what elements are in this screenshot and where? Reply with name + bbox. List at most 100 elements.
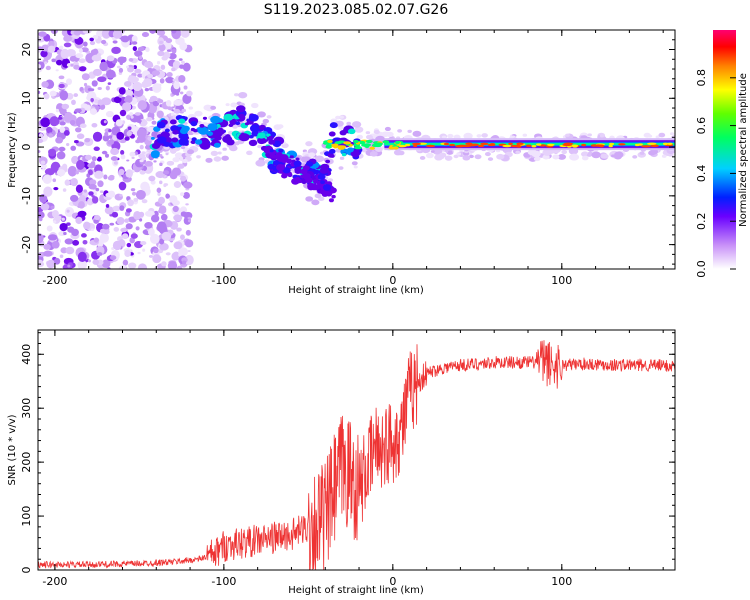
spectrogram-noise-blob — [171, 48, 177, 54]
spectrogram-haze-blob — [232, 124, 238, 129]
spectrogram-haze-blob — [600, 153, 608, 159]
spectrogram-noise-blob — [182, 260, 187, 265]
spectrogram-haze-blob — [139, 170, 146, 175]
spectrogram-noise-blob — [163, 183, 167, 188]
spectrogram-noise-blob — [173, 181, 182, 189]
spectrogram-noise-blob — [38, 133, 44, 138]
spectrogram-noise-blob — [85, 52, 95, 64]
spectrogram-xtick-label: -100 — [211, 274, 236, 287]
spectrogram-peak-blob — [477, 144, 485, 148]
spectrogram-sweep-blob — [329, 187, 337, 194]
spectrogram-sweep-blob — [315, 184, 322, 190]
spectrogram-transition-blob — [354, 146, 362, 150]
spectrogram-haze-blob — [157, 99, 164, 104]
spectrogram-noise-blob — [52, 178, 57, 183]
spectrogram-noise-blob — [88, 169, 93, 176]
spectrogram-noise-blob — [87, 259, 91, 263]
spectrogram-ridge-blob — [228, 123, 234, 128]
spectrogram-noise-blob — [156, 110, 164, 119]
spectrogram-noise-blob — [67, 264, 71, 268]
spectrogram-haze-blob — [581, 155, 589, 161]
spectrogram-transition-blob — [369, 146, 376, 150]
spectrogram-haze-blob — [356, 134, 364, 140]
spectrogram-haze-blob — [339, 156, 345, 160]
spectrogram-noise-blob — [59, 254, 64, 259]
spectrogram-noise-blob — [50, 205, 55, 210]
spectrogram-haze-blob — [187, 149, 195, 155]
spectrogram-noise-blob — [109, 255, 117, 261]
spectrogram-noise-blob — [95, 187, 100, 192]
snr-ylabel: SNR (10 * v/v) — [7, 414, 18, 485]
spectrogram-haze-blob — [205, 157, 213, 163]
spectrogram-noise-blob — [120, 150, 125, 155]
spectrogram-transition-blob — [337, 145, 344, 149]
spectrogram-noise-blob — [162, 170, 170, 175]
spectrogram-haze-blob — [447, 150, 453, 154]
colorbar-tick-label: 0.6 — [695, 117, 708, 135]
spectrogram-noise-blob — [182, 192, 190, 199]
spectrogram-sweep-blob — [317, 173, 326, 181]
spectrogram-ridge-blob — [347, 147, 354, 153]
spectrogram-haze-blob — [255, 159, 266, 167]
spectrogram-noise-blob — [180, 211, 187, 217]
spectrogram-haze-blob — [305, 196, 314, 202]
spectrogram-noise-blob — [43, 243, 51, 250]
spectrogram-haze-blob — [365, 131, 371, 135]
colorbar-tick-label: 0.8 — [695, 69, 708, 87]
spectrogram-ridge-blob — [260, 138, 267, 144]
spectrogram-haze-blob — [172, 157, 180, 163]
snr-xtick-label: 100 — [551, 575, 572, 588]
spectrogram-noise-blob — [180, 60, 185, 64]
spectrogram-noise-blob — [166, 72, 173, 78]
spectrogram-noise-blob — [44, 61, 48, 65]
spectrogram-noise-blob — [79, 123, 87, 129]
spectrogram-noise-blob — [75, 53, 84, 59]
spectrogram-sweep-blob — [303, 176, 309, 180]
spectrogram-noise-blob — [116, 65, 121, 69]
spectrogram-noise-blob — [177, 163, 185, 169]
spectrogram-xtick-label: -200 — [42, 274, 67, 287]
spectrogram-haze-blob — [266, 115, 272, 119]
spectrogram-noise-blob — [105, 192, 112, 198]
spectrogram-ridge-blob — [341, 152, 347, 157]
spectrogram-haze-blob — [649, 148, 659, 155]
spectrogram-peak-blob — [666, 142, 673, 145]
spectrogram-noise-blob — [148, 255, 154, 258]
spectrogram-noise-blob — [123, 80, 132, 87]
spectrogram-noise-blob — [104, 206, 115, 215]
spectrogram-noise-blob — [53, 257, 61, 265]
spectrogram-haze-blob — [643, 132, 651, 138]
spectrogram-noise-blob — [41, 81, 49, 88]
spectrogram-noise-blob — [167, 261, 178, 269]
spectrogram-noise-blob — [165, 38, 173, 44]
spectrogram-ytick-label: 10 — [20, 91, 33, 105]
spectrogram-sweep-blob — [279, 154, 289, 162]
spectrogram-noise-blob — [131, 191, 137, 196]
spectrogram-carrier-band — [384, 143, 675, 146]
spectrogram-haze-blob — [557, 153, 567, 160]
colorbar-gradient — [713, 30, 736, 269]
spectrogram-noise-blob — [88, 183, 97, 190]
spectrogram-noise-blob — [185, 229, 191, 236]
spectrogram-ridge-blob — [216, 118, 224, 123]
spectrogram-noise-blob — [171, 67, 176, 72]
spectrogram-noise-blob — [75, 170, 79, 175]
spectrogram-haze-blob — [639, 151, 645, 155]
spectrogram-noise-blob — [118, 67, 124, 73]
spectrogram-haze-blob — [397, 129, 403, 133]
spectrogram-ridge-blob — [268, 139, 276, 145]
spectrogram-haze-blob — [373, 129, 380, 135]
spectrogram-noise-blob — [138, 211, 145, 218]
spectrogram-ridge-blob — [169, 119, 177, 125]
spectrogram-haze-blob — [419, 156, 426, 160]
spectrogram-noise-blob — [50, 30, 59, 35]
spectrogram-haze-blob — [144, 160, 153, 167]
spectrogram-xlabel: Height of straight line (km) — [288, 285, 424, 296]
spectrogram-noise-blob — [94, 98, 99, 104]
spectrogram-noise-blob — [46, 259, 56, 269]
spectrogram-noise-blob — [58, 75, 65, 80]
colorbar-ticks: 0.0 0.2 0.4 0.6 0.8 — [695, 69, 736, 278]
spectrogram-haze-blob — [484, 152, 491, 157]
